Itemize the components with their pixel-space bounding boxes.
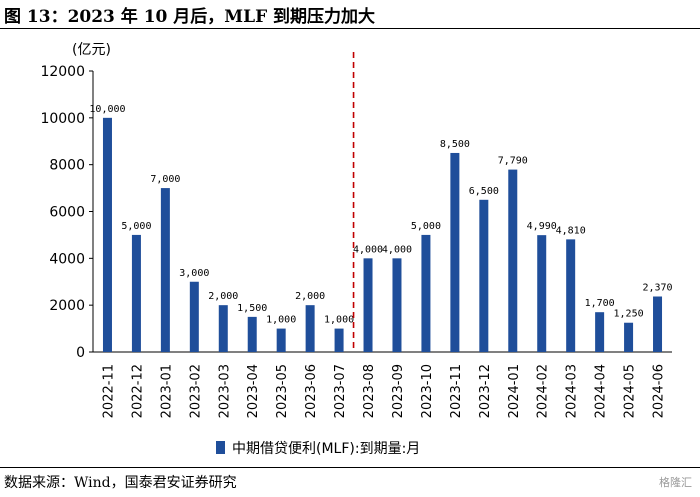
legend-label: 中期借贷便利(MLF):到期量:月 (232, 441, 420, 457)
y-unit-label: (亿元) (72, 42, 111, 58)
x-tick-label: 2024-03 (565, 364, 580, 418)
top-rule (0, 28, 700, 29)
data-label: 4,990 (527, 221, 557, 232)
bar (102, 117, 112, 352)
bar (305, 305, 315, 352)
data-label: 4,000 (382, 244, 412, 255)
bottom-rule (0, 467, 700, 468)
y-tick-label: 8000 (49, 158, 85, 174)
x-tick-label: 2023-08 (362, 364, 377, 418)
x-tick-label: 2024-04 (594, 364, 609, 418)
data-label: 6,500 (469, 186, 499, 197)
x-tick-label: 2023-10 (420, 364, 435, 418)
data-label: 1,000 (324, 315, 354, 326)
x-tick-label: 2023-12 (478, 364, 493, 418)
bar (276, 328, 286, 352)
data-label: 4,810 (556, 225, 586, 236)
x-tick-label: 2023-06 (304, 364, 319, 418)
legend-swatch (216, 441, 225, 454)
y-tick-label: 2000 (49, 298, 85, 314)
data-label: 5,000 (411, 221, 441, 232)
source-note: 数据来源：Wind，国泰君安证券研究 (4, 475, 237, 491)
bar (479, 199, 489, 352)
y-tick-label: 4000 (49, 251, 85, 267)
y-tick-label: 0 (76, 345, 85, 361)
data-label: 1,500 (237, 303, 267, 314)
bar (131, 234, 141, 352)
bar (624, 322, 634, 352)
data-labels: 10,0005,0007,0003,0002,0001,5001,0002,00… (89, 104, 672, 326)
bar (537, 235, 547, 352)
bar (247, 316, 257, 352)
x-tick-label: 2024-02 (536, 364, 551, 418)
bar (508, 169, 518, 352)
data-label: 2,370 (642, 283, 672, 294)
bar (189, 281, 199, 352)
bar (218, 305, 228, 352)
x-tick-label: 2023-07 (333, 364, 348, 418)
x-tick-label: 2024-01 (507, 364, 522, 418)
bar (566, 239, 576, 352)
x-tick-label: 2024-06 (652, 364, 667, 418)
data-label: 7,000 (150, 174, 180, 185)
x-tick-label: 2022-11 (101, 364, 116, 418)
x-tick-label: 2023-03 (217, 364, 232, 418)
data-label: 5,000 (121, 221, 151, 232)
watermark: 格隆汇 (659, 476, 692, 489)
x-tick-label: 2022-12 (130, 364, 145, 418)
x-tick-label: 2023-09 (391, 364, 406, 418)
bar (595, 312, 605, 352)
data-label: 1,700 (585, 298, 615, 309)
y-axis: 0 2000 4000 6000 8000 10000 12000 (40, 64, 94, 361)
bar (363, 258, 373, 352)
legend: 中期借贷便利(MLF):到期量:月 (216, 441, 420, 457)
x-tick-label: 2023-02 (188, 364, 203, 418)
x-tick-label: 2023-04 (246, 364, 261, 418)
y-tick-label: 6000 (49, 205, 85, 221)
data-label: 4,000 (353, 244, 383, 255)
bar (392, 258, 402, 352)
x-tick-label: 2024-05 (623, 364, 638, 418)
mlf-bar-chart: (亿元) 0 2000 4000 6000 8000 10000 12000 2022-11… (40, 42, 672, 457)
data-label: 10,000 (89, 104, 125, 115)
data-label: 2,000 (208, 291, 238, 302)
bar (334, 328, 344, 352)
data-label: 3,000 (179, 268, 209, 279)
bar (421, 234, 431, 352)
data-label: 8,500 (440, 139, 470, 150)
data-label: 7,790 (498, 156, 528, 167)
y-tick-label: 10000 (40, 111, 85, 127)
bar (450, 152, 460, 352)
bar (160, 188, 170, 352)
bar (653, 296, 663, 352)
data-label: 1,000 (266, 315, 296, 326)
bars (102, 117, 663, 352)
x-tick-label: 2023-01 (159, 364, 174, 418)
x-axis: 2022-11 2022-12 2023-01 2023-02 2023-03 2023-… (93, 351, 672, 418)
data-label: 2,000 (295, 291, 325, 302)
figure-title: 图 13：2023 年 10 月后，MLF 到期压力加大 (4, 7, 376, 27)
x-tick-label: 2023-05 (275, 364, 290, 418)
y-tick-label: 12000 (40, 64, 85, 80)
x-tick-label: 2023-11 (449, 364, 464, 418)
data-label: 1,250 (614, 309, 644, 320)
